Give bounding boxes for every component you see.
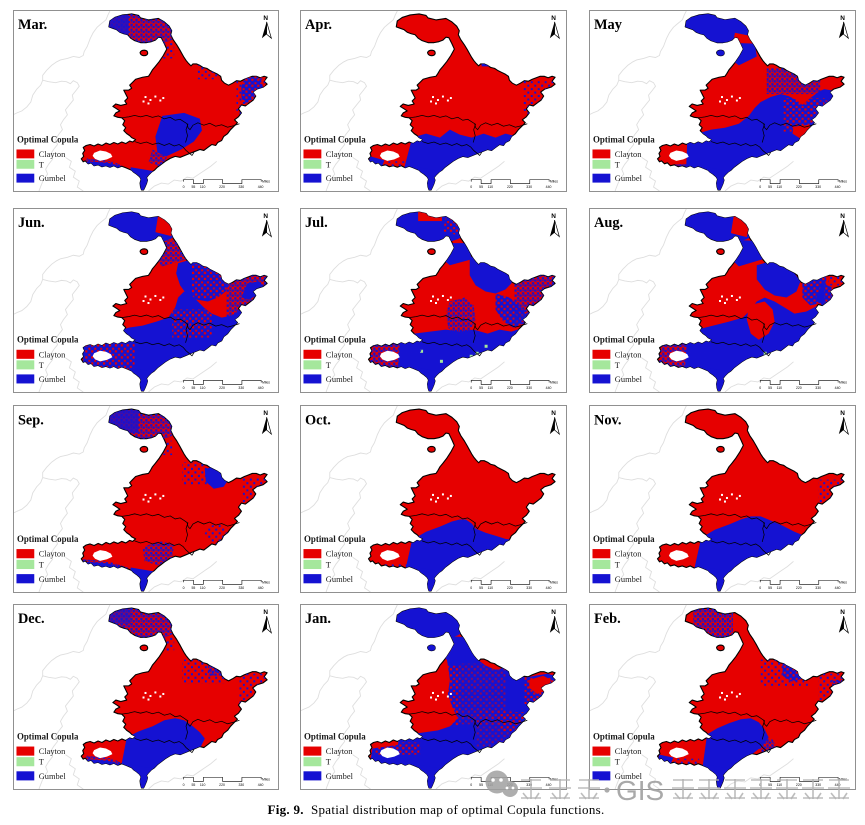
svg-text:Aug.: Aug. — [594, 215, 623, 231]
svg-text:Jan.: Jan. — [305, 611, 331, 627]
svg-text:Jun.: Jun. — [18, 215, 45, 231]
svg-text:GIS: GIS — [616, 775, 664, 806]
svg-text:Apr.: Apr. — [305, 17, 332, 33]
svg-text:Dec.: Dec. — [18, 611, 45, 627]
svg-text:May: May — [594, 17, 623, 33]
svg-text:Oct.: Oct. — [305, 412, 331, 428]
svg-text:Nov.: Nov. — [594, 412, 622, 428]
svg-text:Sep.: Sep. — [18, 412, 44, 428]
svg-text:Jul.: Jul. — [305, 215, 328, 231]
svg-text:Mar.: Mar. — [18, 17, 47, 33]
svg-text:Feb.: Feb. — [594, 611, 621, 627]
